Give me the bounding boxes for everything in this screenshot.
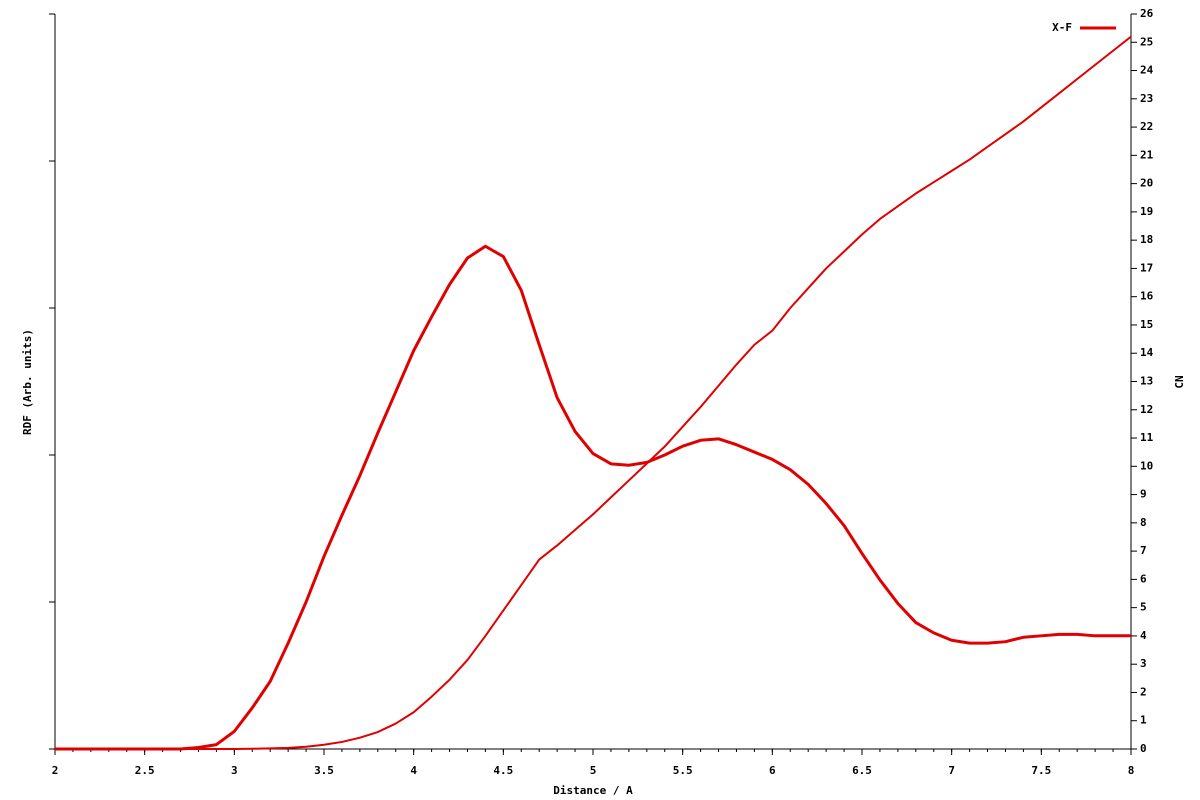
y2-tick-label: 7	[1140, 544, 1147, 557]
x-tick-label: 7.5	[1031, 764, 1051, 777]
x-tick-label: 6.5	[852, 764, 872, 777]
y2-tick-label: 10	[1140, 459, 1153, 472]
y2-tick-label: 22	[1140, 120, 1153, 133]
x-tick-label: 8	[1128, 764, 1135, 777]
y2-tick-label: 9	[1140, 488, 1147, 501]
y2-tick-label: 24	[1140, 64, 1154, 77]
x-tick-label: 3.5	[314, 764, 334, 777]
y2-tick-label: 5	[1140, 601, 1147, 614]
y2-tick-label: 21	[1140, 148, 1154, 161]
x-axis-label: Distance / A	[553, 784, 633, 797]
data-line	[55, 244, 1131, 751]
y2-tick-label: 15	[1140, 318, 1153, 331]
x-tick-label: 6	[769, 764, 776, 777]
y2-tick-label: 18	[1140, 233, 1153, 246]
x-tick-label: 2	[52, 764, 59, 777]
x-tick-label: 2.5	[135, 764, 155, 777]
y2-tick-label: 1	[1140, 714, 1147, 727]
y2-tick-label: 16	[1140, 290, 1154, 303]
legend-label: X-F	[1052, 21, 1072, 34]
x-tick-label: 7	[948, 764, 955, 777]
y2-tick-label: 4	[1140, 629, 1147, 642]
y2-tick-label: 2	[1140, 685, 1147, 698]
x-tick-label: 4.5	[493, 764, 513, 777]
y2-tick-label: 25	[1140, 35, 1153, 48]
x-tick-label: 5	[590, 764, 597, 777]
data-line	[55, 35, 1132, 750]
y2-tick-label: 12	[1140, 403, 1153, 416]
y2-tick-label: 26	[1140, 7, 1154, 20]
y2-tick-label: 8	[1140, 516, 1147, 529]
y2-tick-label: 20	[1140, 177, 1153, 190]
y2-tick-label: 11	[1140, 431, 1154, 444]
y2-axis-label: CN	[1173, 375, 1186, 388]
y2-tick-label: 17	[1140, 261, 1153, 274]
y2-tick-label: 0	[1140, 742, 1147, 755]
y2-tick-label: 3	[1140, 657, 1147, 670]
x-tick-label: 4	[410, 764, 417, 777]
x-tick-label: 5.5	[673, 764, 693, 777]
y2-tick-label: 13	[1140, 375, 1153, 388]
y2-tick-label: 23	[1140, 92, 1153, 105]
y2-tick-label: 14	[1140, 346, 1154, 359]
y2-tick-label: 6	[1140, 572, 1147, 585]
y-axis-label: RDF (Arb. units)	[21, 329, 34, 435]
x-tick-label: 3	[231, 764, 238, 777]
y2-tick-label: 19	[1140, 205, 1153, 218]
